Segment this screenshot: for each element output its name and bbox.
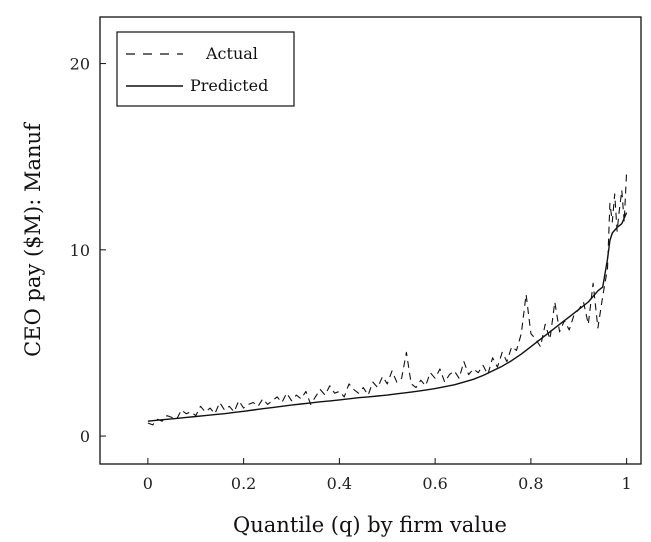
y-tick-label: 10: [70, 241, 90, 260]
legend: Actual Predicted: [116, 31, 295, 107]
x-tick-label: 0.2: [231, 474, 256, 493]
x-axis-label: Quantile (q) by firm value: [233, 513, 507, 537]
y-tick-label: 20: [70, 55, 90, 74]
x-tick-label: 1: [622, 474, 632, 493]
x-tick-label: 0.8: [518, 474, 543, 493]
legend-box: [116, 31, 295, 107]
legend-actual-label: Actual: [205, 44, 258, 63]
x-tick-label: 0.6: [422, 474, 447, 493]
series-layer: [147, 171, 628, 426]
x-axis-label-part1: Quantile (q) by firm value: [233, 513, 507, 537]
plot-area-frame: [99, 16, 642, 465]
series-line-predicted: [147, 212, 628, 422]
legend-predicted-label: Predicted: [190, 76, 268, 95]
series-line-actual: [147, 171, 628, 426]
y-tick-label: 0: [80, 427, 90, 446]
x-tick-label: 0.4: [327, 474, 352, 493]
y-axis-label: CEO pay ($M): Manuf: [21, 121, 45, 357]
x-tick-label: 0: [143, 474, 153, 493]
